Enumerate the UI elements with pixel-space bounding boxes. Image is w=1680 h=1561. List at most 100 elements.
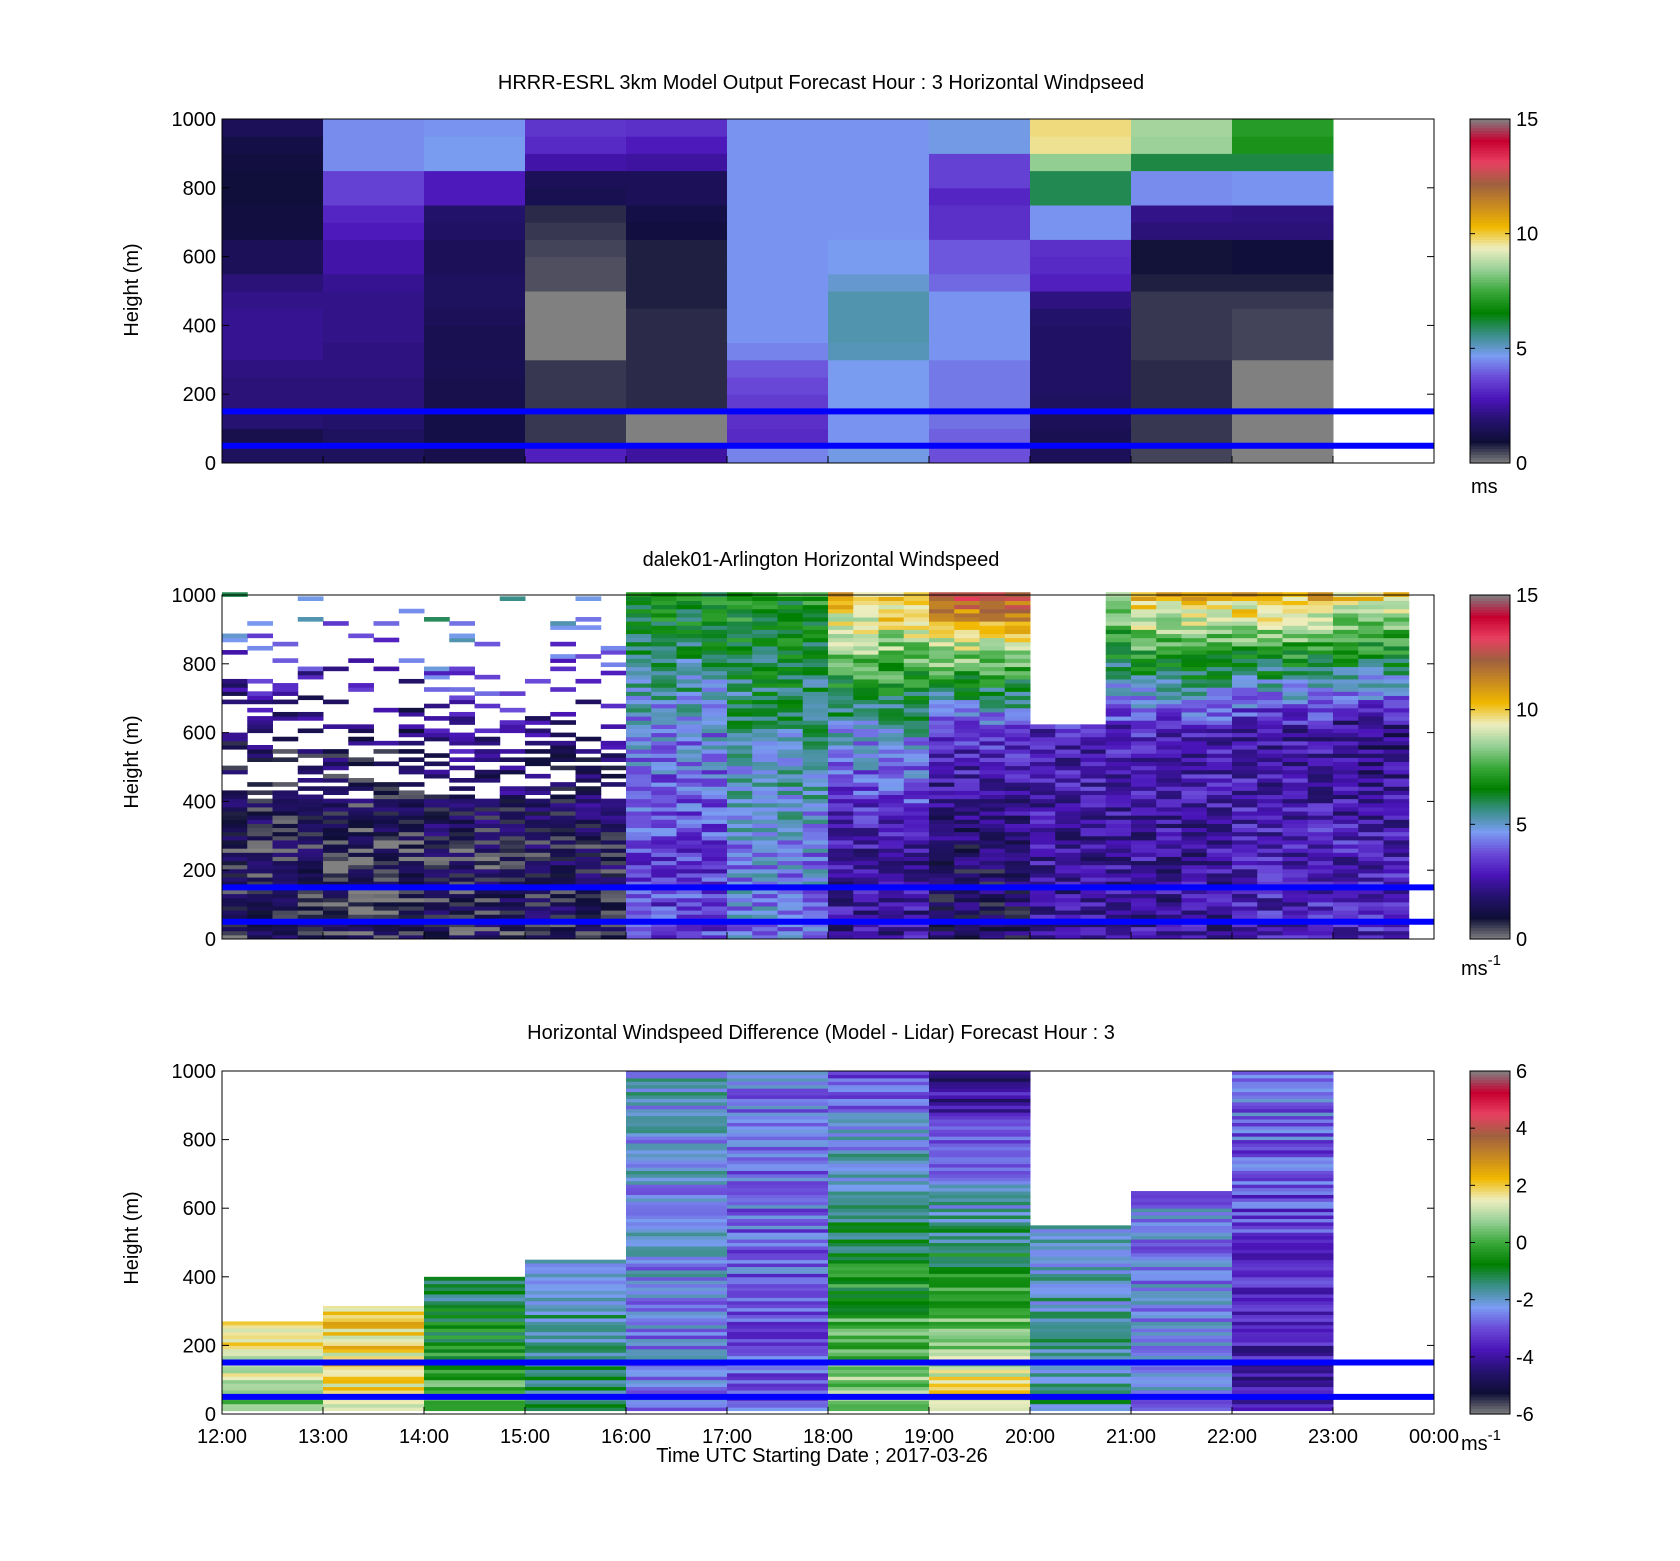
- heatmap-cell: [727, 728, 753, 734]
- heatmap-cell: [701, 782, 728, 787]
- heatmap-cell: [1030, 1225, 1132, 1230]
- heatmap-cell: [1030, 1256, 1132, 1261]
- heatmap-cell: [1105, 732, 1132, 738]
- heatmap-cell: [222, 119, 324, 137]
- heatmap-cell: [878, 666, 905, 672]
- heatmap-cell: [1383, 604, 1410, 610]
- heatmap-cell: [525, 749, 551, 754]
- heatmap-cell: [828, 815, 854, 820]
- heatmap-cell: [1333, 835, 1359, 841]
- heatmap-cell: [1080, 827, 1107, 833]
- colorbar-swatch: [1470, 1159, 1510, 1164]
- colorbar-swatch: [1470, 219, 1510, 223]
- heatmap-cell: [1307, 823, 1334, 829]
- heatmap-cell: [1080, 914, 1107, 919]
- heatmap-cell: [626, 1400, 728, 1405]
- heatmap-cell: [727, 1324, 829, 1329]
- colorbar-swatch: [1470, 1302, 1510, 1306]
- heatmap-cell: [1358, 811, 1384, 816]
- heatmap-cell: [979, 806, 1006, 812]
- heatmap-cell: [979, 633, 1006, 639]
- heatmap-cell: [954, 930, 980, 936]
- colorbar-swatch: [1470, 612, 1510, 616]
- heatmap-cell: [1055, 848, 1081, 853]
- heatmap-cell: [929, 872, 955, 878]
- heatmap-cell: [828, 1088, 930, 1093]
- colorbar-swatch: [1470, 643, 1510, 648]
- heatmap-cell: [1232, 823, 1258, 829]
- heatmap-cell: [1257, 736, 1283, 742]
- heatmap-cell: [929, 1091, 1031, 1096]
- heatmap-cell: [626, 136, 728, 154]
- heatmap-cell: [727, 1146, 829, 1151]
- heatmap-cell: [676, 629, 703, 635]
- heatmap-cell: [449, 621, 475, 626]
- heatmap-cell: [878, 831, 905, 837]
- heatmap-cell: [525, 728, 551, 734]
- heatmap-cell: [1257, 716, 1283, 721]
- heatmap-cell: [1333, 749, 1359, 754]
- heatmap-cell: [222, 1338, 324, 1343]
- colorbar-swatch: [1470, 1119, 1510, 1124]
- heatmap-cell: [1257, 881, 1283, 886]
- heatmap-cell: [247, 691, 273, 696]
- heatmap-cell: [1080, 823, 1107, 829]
- heatmap-cell: [222, 1369, 324, 1374]
- heatmap-cell: [1307, 872, 1334, 878]
- heatmap-cell: [752, 670, 778, 676]
- heatmap-cell: [424, 1290, 526, 1295]
- heatmap-cell: [1307, 922, 1334, 928]
- heatmap-cell: [1055, 798, 1081, 804]
- heatmap-cell: [626, 641, 652, 647]
- heatmap-cell: [701, 910, 728, 915]
- heatmap-cell: [1206, 654, 1233, 659]
- heatmap-cell: [954, 604, 980, 610]
- heatmap-cell: [1307, 868, 1334, 874]
- heatmap-cell: [373, 761, 400, 767]
- heatmap-cell: [1030, 1389, 1132, 1394]
- heatmap-cell: [575, 798, 602, 804]
- heatmap-cell: [1232, 1372, 1334, 1377]
- colorbar-swatch: [1470, 706, 1510, 711]
- heatmap-cell: [626, 806, 652, 812]
- heatmap-cell: [1358, 732, 1384, 738]
- heatmap-cell: [1232, 1115, 1334, 1120]
- heatmap-cell: [1156, 802, 1182, 808]
- heatmap-cell: [222, 1372, 324, 1377]
- heatmap-cell: [626, 119, 728, 137]
- heatmap-cell: [1030, 1335, 1132, 1340]
- heatmap-cell: [1257, 608, 1283, 614]
- colorbar-swatch: [1470, 127, 1510, 132]
- heatmap-cell: [903, 633, 930, 639]
- heatmap-cell: [525, 222, 627, 240]
- heatmap-cell: [929, 222, 1031, 240]
- heatmap-cell: [1004, 608, 1031, 614]
- heatmap-cell: [373, 893, 400, 899]
- heatmap-cell: [1232, 765, 1258, 771]
- heatmap-cell: [954, 905, 980, 911]
- heatmap-cell: [550, 922, 576, 928]
- heatmap-cell: [1333, 910, 1359, 915]
- heatmap-cell: [1333, 761, 1359, 767]
- heatmap-cell: [676, 732, 703, 738]
- heatmap-cell: [701, 687, 728, 692]
- heatmap-cell: [1383, 934, 1410, 940]
- heatmap-cell: [752, 600, 778, 606]
- heatmap-cell: [929, 864, 955, 870]
- heatmap-cell: [929, 1163, 1031, 1168]
- colorbar-swatch: [1470, 356, 1510, 361]
- heatmap-cell: [1333, 823, 1359, 829]
- heatmap-cell: [903, 596, 930, 602]
- heatmap-cell: [752, 798, 778, 804]
- heatmap-cell: [1307, 844, 1334, 849]
- heatmap-cell: [651, 617, 677, 622]
- heatmap-cell: [247, 889, 273, 895]
- heatmap-cell: [1307, 720, 1334, 725]
- heatmap-cell: [853, 662, 879, 668]
- heatmap-cell: [1232, 617, 1258, 622]
- heatmap-cell: [1333, 637, 1359, 643]
- heatmap-cell: [929, 205, 1031, 223]
- heatmap-cell: [1055, 910, 1081, 915]
- heatmap-cell: [247, 872, 273, 878]
- heatmap-cell: [802, 720, 829, 725]
